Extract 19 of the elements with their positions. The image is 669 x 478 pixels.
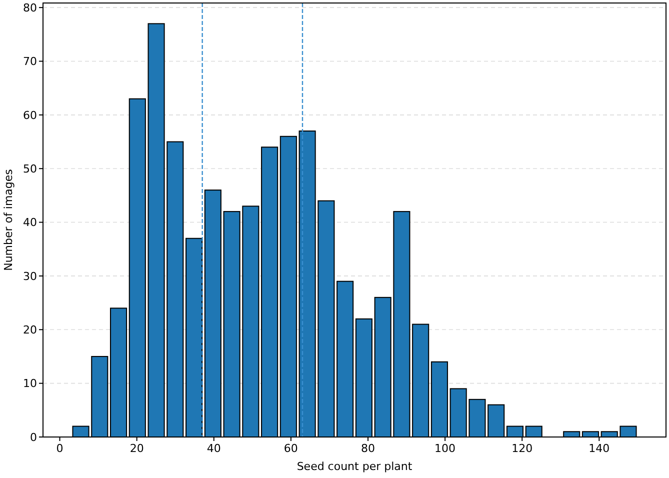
x-tick-label: 100 (434, 442, 456, 455)
x-tick-label: 60 (284, 442, 298, 455)
x-tick-label: 120 (512, 442, 533, 455)
x-tick-label: 140 (588, 442, 610, 455)
y-tick-label: 80 (23, 1, 37, 14)
y-tick-label: 60 (23, 108, 37, 122)
y-tick-label: 40 (23, 216, 37, 230)
x-tick-label: 80 (360, 442, 375, 455)
y-axis-title: Number of images (2, 168, 15, 271)
y-tick-label: 50 (23, 162, 37, 176)
x-axis-title: Seed count per plant (296, 460, 413, 473)
y-tick-label: 30 (23, 270, 37, 283)
y-tick-label: 20 (23, 323, 37, 336)
x-tick-label: 40 (206, 442, 221, 455)
y-tick-label: 70 (23, 55, 37, 68)
y-tick-label: 0 (30, 430, 37, 444)
x-tick-label: 0 (56, 442, 64, 455)
y-tick-label: 10 (23, 377, 37, 390)
x-tick-label: 20 (130, 442, 144, 455)
